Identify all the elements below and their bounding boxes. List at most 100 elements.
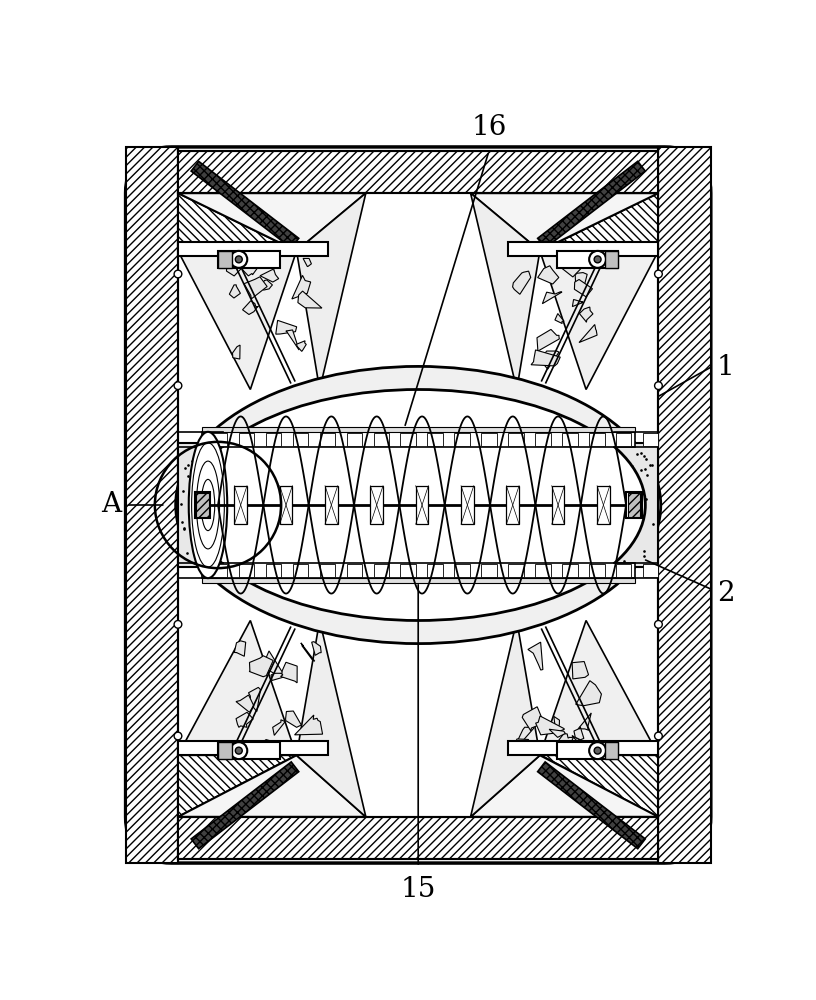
Bar xyxy=(320,433,335,446)
Polygon shape xyxy=(576,681,601,706)
Polygon shape xyxy=(249,656,273,677)
Bar xyxy=(552,486,565,524)
Polygon shape xyxy=(260,270,279,282)
Polygon shape xyxy=(552,734,574,754)
Circle shape xyxy=(654,382,663,389)
Circle shape xyxy=(594,256,601,263)
Polygon shape xyxy=(579,307,593,322)
Polygon shape xyxy=(236,695,254,712)
Polygon shape xyxy=(178,755,366,817)
Bar xyxy=(589,433,605,446)
Bar xyxy=(239,433,255,446)
Bar xyxy=(626,492,641,518)
Circle shape xyxy=(230,742,247,759)
Polygon shape xyxy=(471,193,659,251)
Bar xyxy=(508,242,659,256)
Polygon shape xyxy=(296,620,366,817)
Polygon shape xyxy=(538,762,645,849)
Bar xyxy=(212,564,227,577)
Bar xyxy=(616,564,632,577)
Circle shape xyxy=(589,251,606,268)
Polygon shape xyxy=(540,193,659,251)
Bar xyxy=(293,564,308,577)
Circle shape xyxy=(654,620,663,628)
Circle shape xyxy=(235,256,242,263)
Bar xyxy=(557,251,619,268)
Polygon shape xyxy=(249,687,260,712)
Polygon shape xyxy=(540,620,659,755)
Bar xyxy=(374,433,389,446)
Bar xyxy=(481,433,497,446)
Bar xyxy=(347,564,362,577)
Polygon shape xyxy=(512,271,530,294)
Polygon shape xyxy=(312,642,322,655)
Polygon shape xyxy=(543,292,562,304)
Bar xyxy=(202,578,635,583)
Bar xyxy=(347,433,362,446)
Circle shape xyxy=(174,732,182,740)
Polygon shape xyxy=(574,279,592,297)
Bar xyxy=(562,433,578,446)
Bar xyxy=(234,486,247,524)
Polygon shape xyxy=(262,651,282,673)
Polygon shape xyxy=(572,299,583,307)
Polygon shape xyxy=(572,745,582,753)
Bar xyxy=(659,147,711,863)
Bar xyxy=(178,242,328,256)
Polygon shape xyxy=(178,251,296,389)
Text: 15: 15 xyxy=(401,876,436,903)
Polygon shape xyxy=(537,329,559,351)
Bar xyxy=(178,741,328,755)
Bar xyxy=(293,433,308,446)
Polygon shape xyxy=(538,266,559,284)
Bar xyxy=(605,251,619,268)
Bar xyxy=(202,563,635,578)
Bar xyxy=(178,817,659,859)
Bar xyxy=(428,433,443,446)
Polygon shape xyxy=(292,275,311,299)
Polygon shape xyxy=(263,280,273,290)
Bar xyxy=(325,486,338,524)
Bar xyxy=(218,742,232,759)
Text: 2: 2 xyxy=(717,580,734,607)
Text: 16: 16 xyxy=(472,114,507,141)
Polygon shape xyxy=(535,716,565,735)
Polygon shape xyxy=(471,755,659,817)
Polygon shape xyxy=(296,193,366,389)
Polygon shape xyxy=(522,707,543,731)
Bar xyxy=(455,433,470,446)
Polygon shape xyxy=(263,740,274,753)
Polygon shape xyxy=(236,712,253,727)
Text: A: A xyxy=(101,491,121,518)
Bar xyxy=(614,443,659,567)
Bar xyxy=(616,433,632,446)
Polygon shape xyxy=(540,251,659,389)
Polygon shape xyxy=(229,285,241,298)
Ellipse shape xyxy=(188,432,227,578)
Polygon shape xyxy=(572,662,588,679)
Bar xyxy=(562,564,578,577)
Circle shape xyxy=(594,747,601,754)
Polygon shape xyxy=(575,273,588,286)
Bar xyxy=(202,427,635,432)
Polygon shape xyxy=(286,711,301,727)
Bar xyxy=(507,486,519,524)
Bar xyxy=(508,564,524,577)
Polygon shape xyxy=(574,727,584,740)
Polygon shape xyxy=(271,672,286,680)
Bar xyxy=(455,564,470,577)
Polygon shape xyxy=(276,320,297,334)
Polygon shape xyxy=(579,713,592,730)
Circle shape xyxy=(230,251,247,268)
Polygon shape xyxy=(295,715,322,735)
Bar xyxy=(535,433,551,446)
Polygon shape xyxy=(518,726,534,741)
Bar xyxy=(218,251,232,268)
Polygon shape xyxy=(561,253,587,277)
Polygon shape xyxy=(178,755,296,817)
Bar xyxy=(178,443,223,567)
Bar xyxy=(508,433,524,446)
Bar xyxy=(461,486,474,524)
Polygon shape xyxy=(515,739,529,747)
Polygon shape xyxy=(471,193,540,389)
